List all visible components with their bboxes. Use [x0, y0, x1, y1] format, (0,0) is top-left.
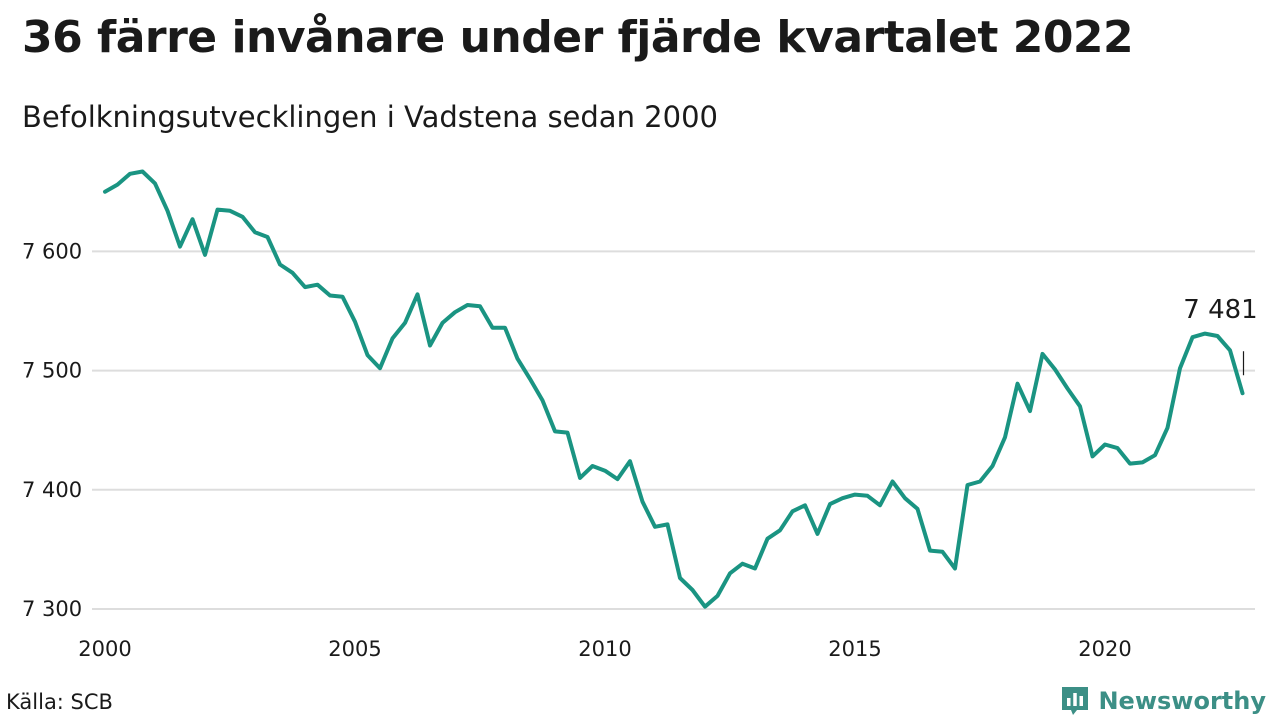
end-value-label: 7 481	[1183, 295, 1257, 325]
x-tick-label: 2015	[828, 637, 881, 661]
brand-name: Newsworthy	[1098, 687, 1266, 715]
population-series-line	[103, 169, 1245, 609]
x-tick-label: 2005	[328, 637, 381, 661]
y-tick-label: 7 500	[22, 359, 82, 383]
source-note: Källa: SCB	[6, 690, 113, 714]
y-tick-label: 7 600	[22, 239, 82, 263]
brand-logo: Newsworthy	[1060, 683, 1266, 719]
x-axis-tick-labels: 2000 2005 2010 2015 2020	[78, 637, 1131, 661]
x-tick-label: 2010	[578, 637, 631, 661]
x-tick-label: 2020	[1078, 637, 1131, 661]
chart-title: 36 färre invånare under fjärde kvartalet…	[22, 12, 1134, 63]
y-tick-label: 7 300	[22, 597, 82, 621]
gridlines	[92, 250, 1255, 611]
y-tick-label: 7 400	[22, 478, 82, 502]
bar-chart-icon	[1062, 687, 1089, 715]
x-tick-label: 2000	[78, 637, 131, 661]
y-axis-tick-labels: 7 300 7 400 7 500 7 600	[22, 239, 82, 621]
chart-subtitle: Befolkningsutvecklingen i Vadstena sedan…	[22, 100, 718, 134]
